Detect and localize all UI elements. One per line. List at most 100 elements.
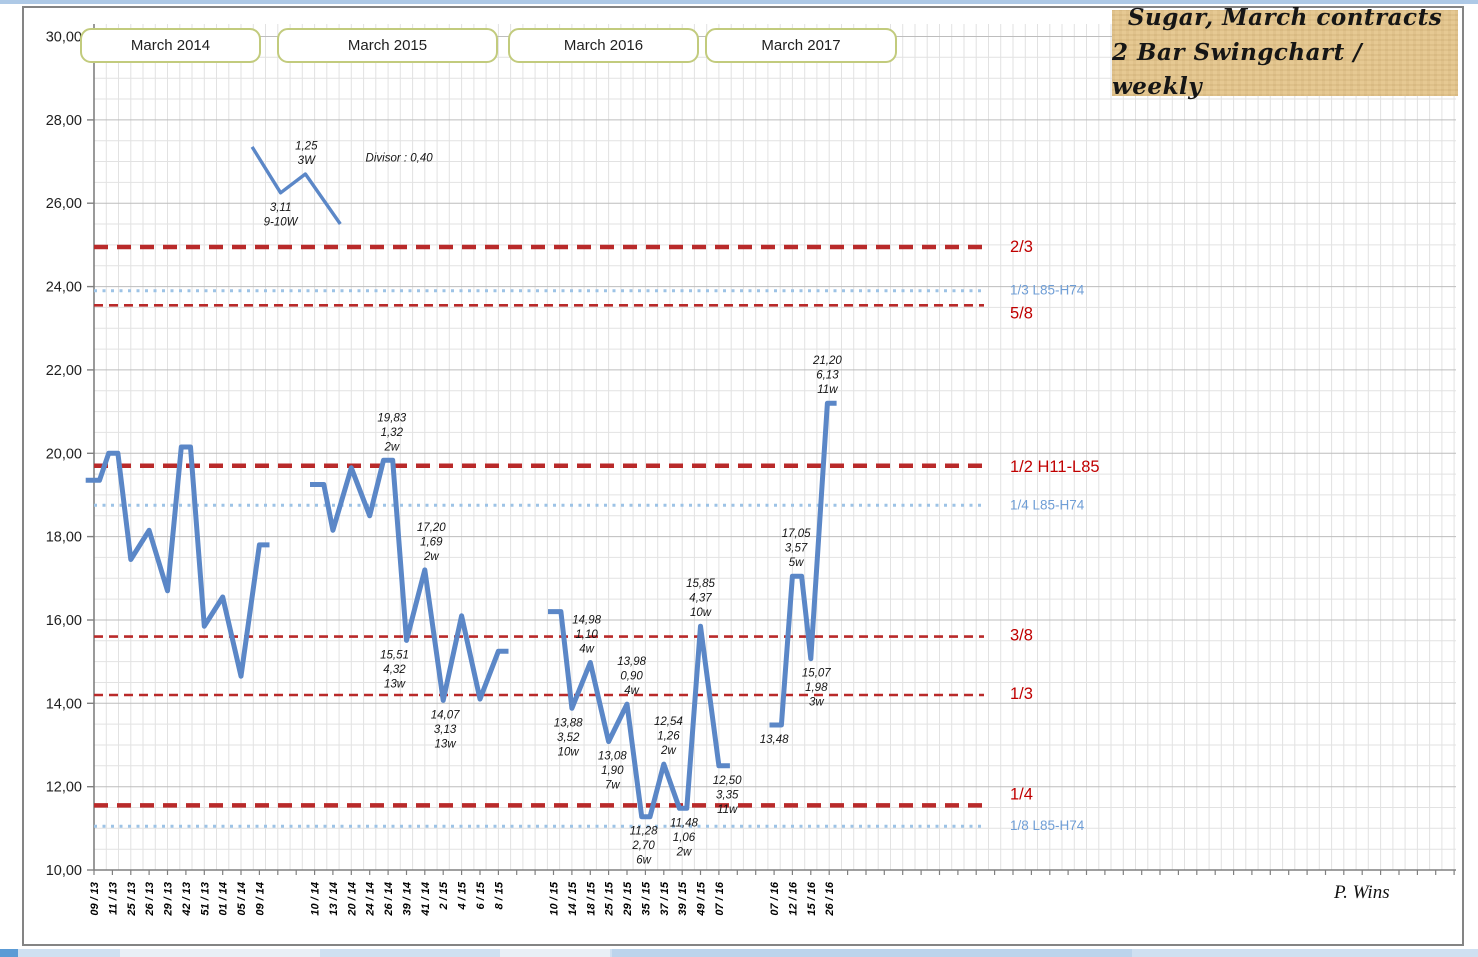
svg-text:12,50: 12,50 [713, 775, 742, 787]
svg-text:2/3: 2/3 [1010, 238, 1033, 256]
svg-text:6 / 15: 6 / 15 [475, 881, 487, 909]
svg-text:3W: 3W [298, 155, 316, 167]
svg-text:14,98: 14,98 [572, 615, 601, 627]
svg-text:25 / 13: 25 / 13 [126, 882, 138, 917]
svg-text:11w: 11w [817, 384, 838, 396]
svg-text:3,11: 3,11 [270, 202, 292, 214]
svg-text:26 / 13: 26 / 13 [144, 882, 156, 917]
svg-text:1,26: 1,26 [657, 731, 680, 743]
axes [87, 24, 1456, 875]
svg-text:24 / 14: 24 / 14 [365, 882, 377, 917]
x-axis-labels: 09 / 13 11 / 13 25 / 13 26 / 13 29 / 13 42 / … [89, 881, 836, 917]
svg-text:20,00: 20,00 [46, 446, 82, 462]
svg-text:10w: 10w [558, 746, 580, 758]
svg-text:37 / 15: 37 / 15 [659, 881, 671, 916]
svg-text:5/8: 5/8 [1010, 304, 1033, 322]
svg-text:2w: 2w [660, 745, 676, 757]
svg-text:19,83: 19,83 [377, 412, 406, 424]
svg-text:3,57: 3,57 [785, 543, 808, 555]
svg-text:14 / 15: 14 / 15 [567, 881, 579, 916]
svg-text:7w: 7w [605, 780, 620, 792]
svg-text:0,90: 0,90 [620, 671, 643, 683]
svg-text:2w: 2w [383, 441, 399, 453]
svg-text:13,48: 13,48 [760, 734, 789, 746]
bottom-edge-segment [500, 949, 610, 957]
svg-text:15,51: 15,51 [380, 649, 409, 661]
svg-text:17,20: 17,20 [417, 522, 446, 534]
svg-text:3,52: 3,52 [557, 732, 580, 744]
svg-text:10 / 14: 10 / 14 [310, 882, 322, 916]
svg-text:18,00: 18,00 [46, 530, 82, 546]
svg-text:13,98: 13,98 [617, 656, 646, 668]
period-box-march-2015: March 2015 [277, 28, 498, 63]
chart-title-box: Sugar, March contracts 2 Bar Swingchart … [1112, 4, 1458, 100]
svg-text:07 / 16: 07 / 16 [769, 881, 781, 916]
svg-text:4,37: 4,37 [689, 593, 712, 605]
svg-text:4w: 4w [624, 685, 639, 697]
svg-text:49 / 15: 49 / 15 [696, 881, 708, 917]
svg-text:1/3 L85-H74: 1/3 L85-H74 [1010, 283, 1085, 298]
svg-text:1/4 L85-H74: 1/4 L85-H74 [1010, 497, 1085, 512]
svg-text:51 / 13: 51 / 13 [199, 882, 211, 916]
svg-text:13w: 13w [435, 738, 457, 750]
svg-text:1,06: 1,06 [673, 832, 696, 844]
svg-text:1,90: 1,90 [601, 765, 624, 777]
svg-text:41 / 14: 41 / 14 [420, 882, 432, 917]
bottom-edge-segment [612, 949, 1132, 957]
svg-text:10 / 15: 10 / 15 [549, 881, 561, 916]
svg-text:2w: 2w [676, 846, 692, 858]
svg-text:6w: 6w [636, 855, 651, 867]
svg-text:16,00: 16,00 [46, 613, 82, 629]
svg-text:09 / 13: 09 / 13 [89, 882, 101, 916]
svg-text:4w: 4w [579, 644, 594, 656]
window-bottom-edge [0, 949, 1478, 957]
period-label: March 2015 [347, 37, 428, 54]
svg-text:26 / 14: 26 / 14 [383, 882, 395, 917]
period-box-march-2016: March 2016 [508, 28, 699, 63]
svg-text:1/8 L85-H74: 1/8 L85-H74 [1010, 818, 1085, 833]
svg-text:14,00: 14,00 [46, 696, 82, 712]
period-label: March 2014 [130, 37, 211, 54]
svg-text:26,00: 26,00 [46, 196, 82, 212]
svg-text:5w: 5w [789, 557, 804, 569]
svg-text:1,10: 1,10 [575, 629, 598, 641]
svg-text:9-10W: 9-10W [264, 216, 299, 228]
svg-text:12,54: 12,54 [654, 716, 683, 728]
svg-text:29 / 13: 29 / 13 [163, 882, 175, 917]
svg-text:15,07: 15,07 [802, 668, 831, 680]
svg-text:1/4: 1/4 [1010, 785, 1033, 803]
svg-text:20 / 14: 20 / 14 [346, 882, 358, 917]
svg-text:11,28: 11,28 [630, 826, 659, 838]
svg-text:3/8: 3/8 [1010, 627, 1033, 645]
svg-text:1,25: 1,25 [295, 141, 318, 153]
svg-text:15 / 16: 15 / 16 [806, 881, 818, 916]
svg-text:3,35: 3,35 [716, 789, 739, 801]
svg-text:13 / 14: 13 / 14 [328, 882, 340, 916]
mini-swing-line [250, 146, 342, 225]
svg-text:09 / 14: 09 / 14 [254, 882, 266, 916]
svg-text:4 / 15: 4 / 15 [457, 881, 469, 910]
svg-text:3,13: 3,13 [434, 724, 457, 736]
period-label: March 2017 [761, 37, 841, 54]
svg-text:11,48: 11,48 [670, 817, 699, 829]
svg-text:01 / 14: 01 / 14 [218, 882, 230, 916]
svg-text:22,00: 22,00 [46, 363, 82, 379]
svg-text:1/3: 1/3 [1010, 685, 1033, 703]
svg-text:11 / 13: 11 / 13 [107, 882, 119, 915]
svg-text:25 / 15: 25 / 15 [604, 881, 616, 917]
svg-text:3w: 3w [809, 697, 824, 709]
svg-text:6,13: 6,13 [816, 370, 839, 382]
svg-text:4,32: 4,32 [383, 664, 406, 676]
svg-text:30,00: 30,00 [46, 30, 82, 46]
svg-text:10w: 10w [690, 607, 712, 619]
svg-text:12 / 16: 12 / 16 [787, 881, 799, 916]
svg-text:29 / 15: 29 / 15 [622, 881, 634, 917]
chart-title-line-1: Sugar, March contracts [1127, 4, 1443, 32]
svg-text:42 / 13: 42 / 13 [181, 882, 193, 917]
svg-text:39 / 15: 39 / 15 [677, 881, 689, 916]
svg-text:10,00: 10,00 [46, 863, 82, 879]
svg-text:26 / 16: 26 / 16 [824, 881, 836, 917]
svg-text:39 / 14: 39 / 14 [402, 882, 414, 916]
svg-text:1,98: 1,98 [805, 682, 828, 694]
svg-text:21,20: 21,20 [812, 355, 842, 367]
